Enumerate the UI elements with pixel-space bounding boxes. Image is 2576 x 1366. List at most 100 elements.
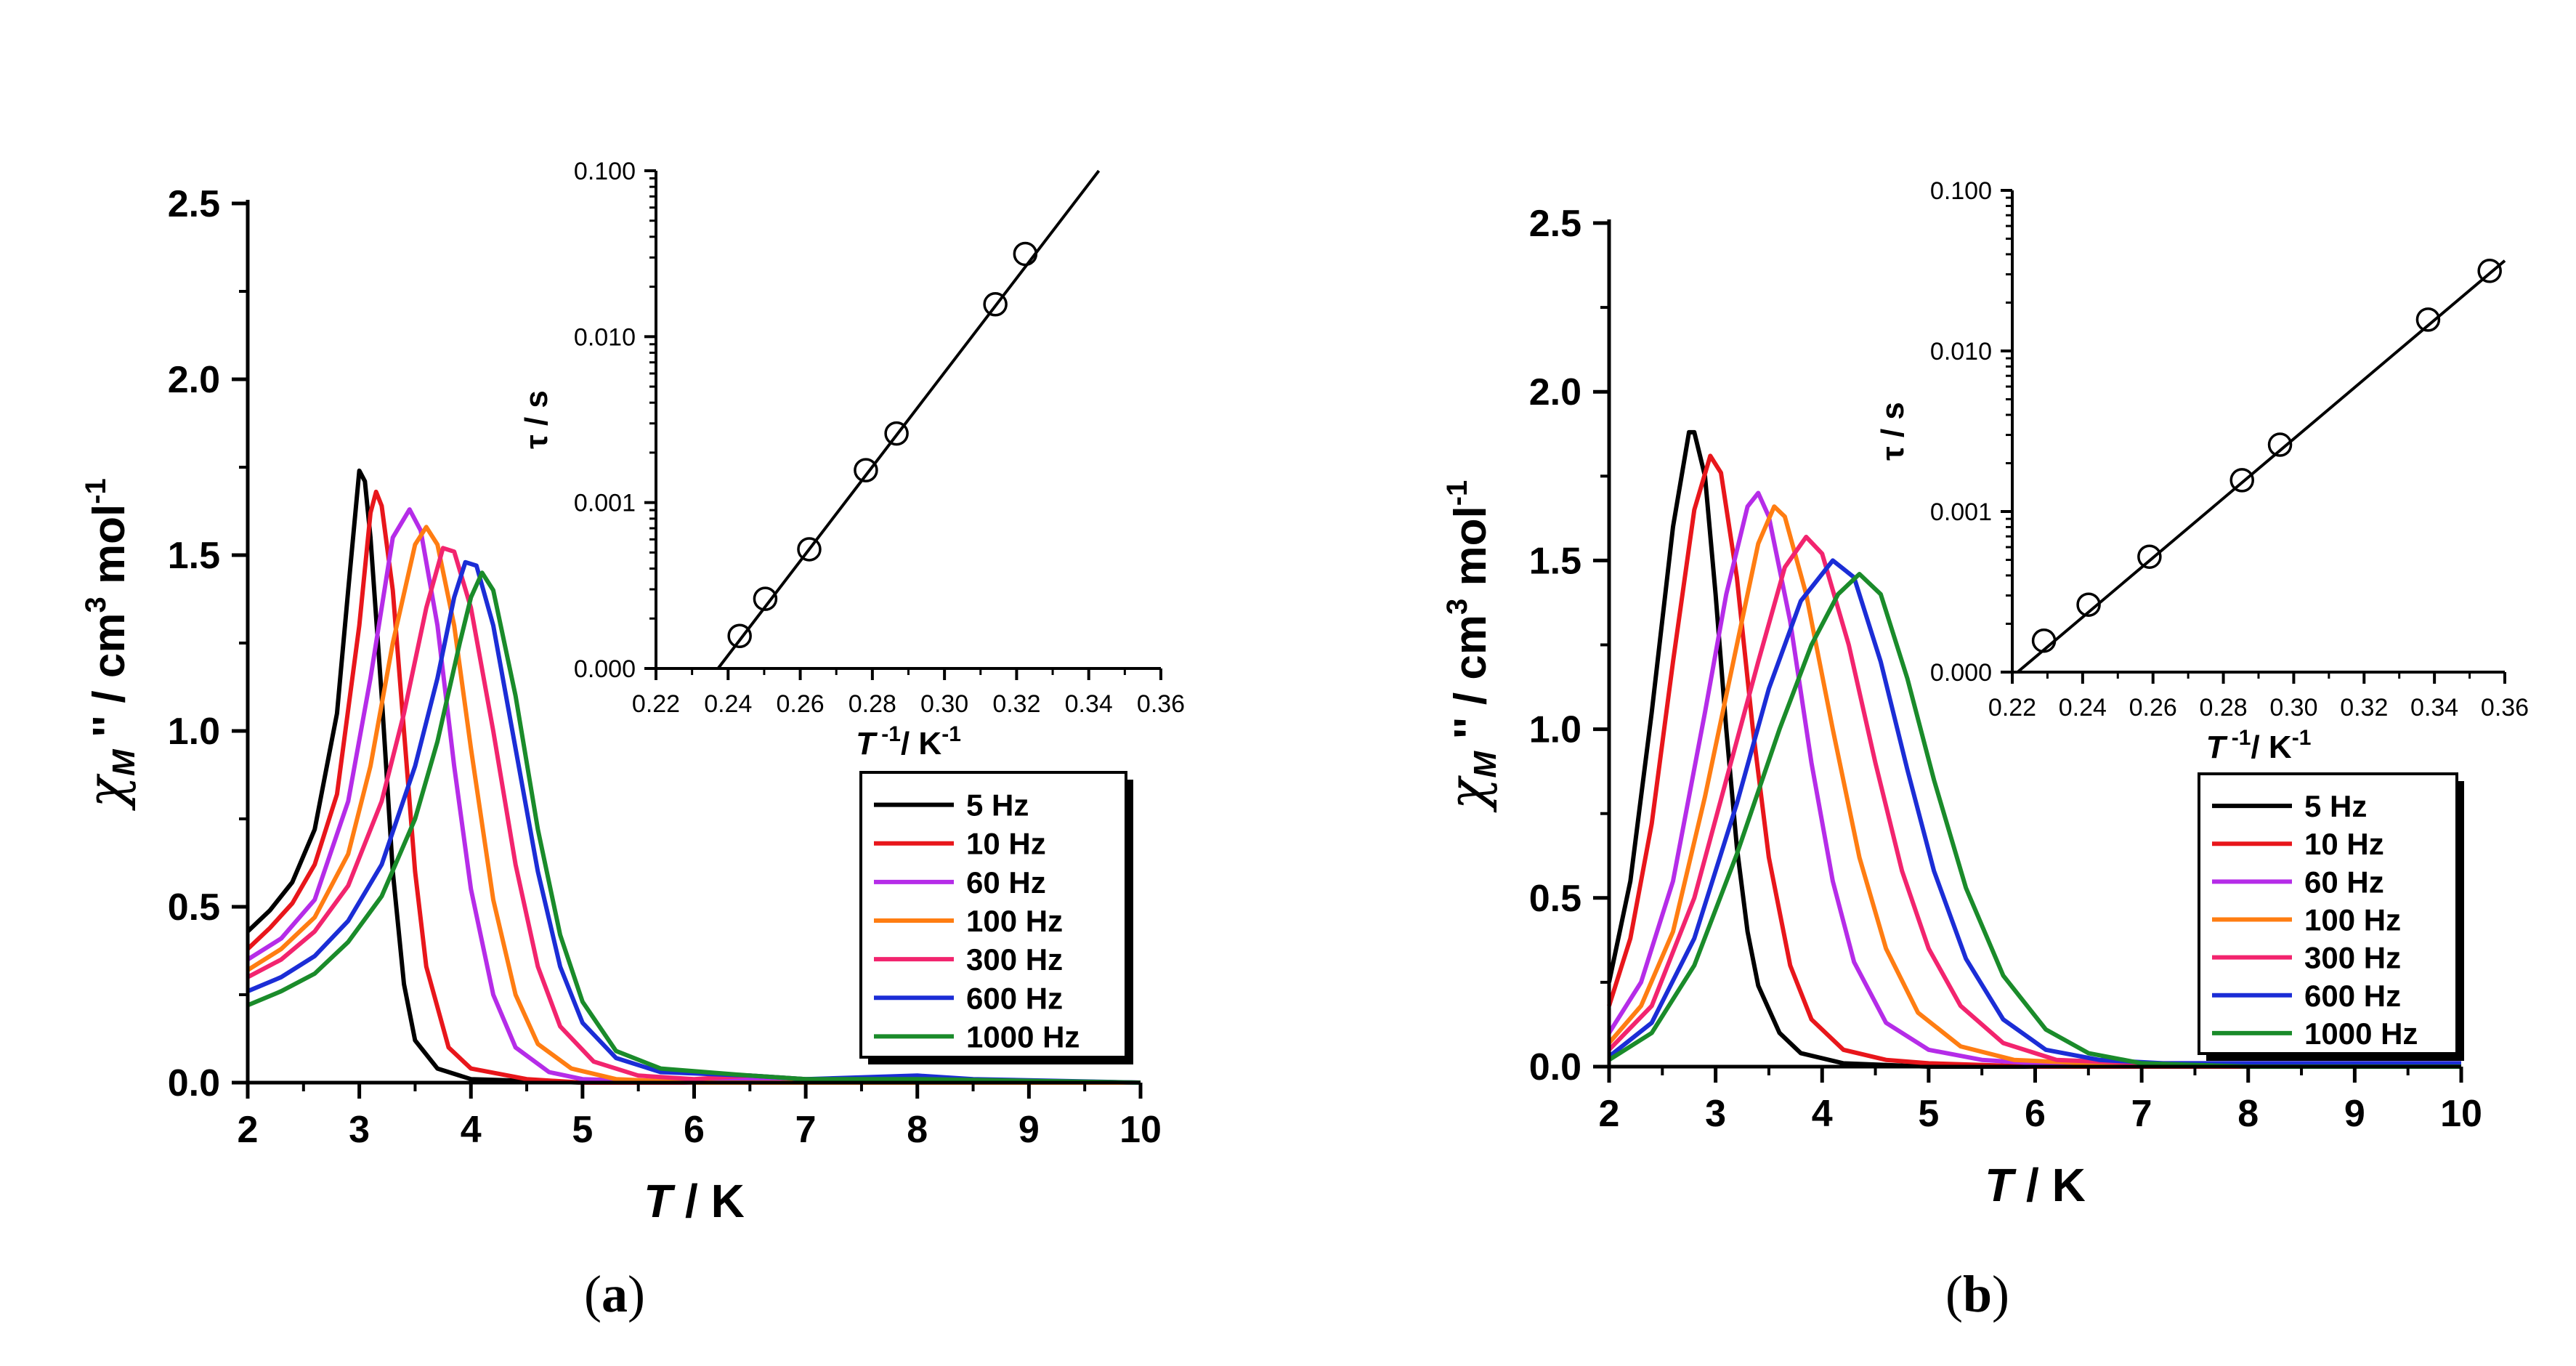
y-axis-label: χM '' / cm3 mol-1: [76, 478, 142, 812]
x-tick-label: 2: [1599, 1093, 1620, 1135]
inset-y-tick-label: 0.001: [1930, 498, 1992, 526]
y-tick-label: 0.0: [168, 1062, 220, 1104]
x-tick-label: 4: [461, 1109, 482, 1151]
series-line-5-hz: [1607, 429, 2461, 1069]
x-axis-label: T / K: [1985, 1159, 2086, 1211]
series-line-1000-hz: [1608, 572, 2461, 1069]
y-tick-label: 0.5: [1529, 878, 1581, 920]
inset-x-tick-label: 0.36: [1137, 690, 1185, 718]
x-tick-label: 7: [2131, 1093, 2152, 1135]
inset-y-axis-label: τ / s: [1875, 402, 1911, 461]
inset-y-tick-label: 0.100: [574, 158, 636, 185]
inset-data-point: [854, 458, 878, 482]
main-chart: 2 3 4 5 6 7 8 9 10 0.0 0.5 1.0 1.5 2.0 2.5 T / K χM '' /…: [76, 183, 1162, 1227]
x-tick-label: 2: [238, 1109, 259, 1151]
x-tick-label: 9: [2344, 1093, 2365, 1135]
main-chart: 2 3 4 5 6 7 8 9 10 0.0 0.5 1.0 1.5 2.0 2.5 T / K χM '' /…: [1437, 203, 2482, 1211]
series-line-600-hz: [1608, 558, 2461, 1066]
y-tick-label: 1.0: [1529, 709, 1581, 751]
inset-y-tick-label: 0.100: [1930, 177, 1992, 205]
legend-label: 600 Hz: [2304, 979, 2401, 1013]
x-tick-label: 9: [1018, 1109, 1040, 1151]
inset-y-tick-label: 0.010: [574, 323, 636, 351]
legend-label: 10 Hz: [966, 827, 1046, 861]
x-tick-label: 10: [2440, 1093, 2482, 1135]
inset-x-tick-label: 0.26: [2129, 694, 2177, 722]
inset-data-point: [2031, 628, 2057, 653]
inset-chart: 0.22 0.24 0.26 0.28 0.30 0.32 0.34 0.36 0.000 0.0…: [519, 158, 1185, 761]
x-tick-label: 7: [795, 1109, 817, 1151]
legend: 5 Hz 10 Hz 60 Hz 100 Hz 300 Hz 600 Hz 1000 Hz: [859, 771, 1133, 1064]
series-line-10-hz: [1607, 453, 2461, 1069]
legend-box: [859, 771, 1127, 1059]
inset-y-tick-label: 0.001: [574, 490, 636, 517]
x-tick-label: 8: [907, 1109, 928, 1151]
legend-label: 1000 Hz: [966, 1019, 1080, 1054]
inset-y-axis-label: τ / s: [519, 390, 554, 449]
y-tick-label: 2.0: [168, 359, 220, 401]
legend-label: 1000 Hz: [2304, 1017, 2418, 1051]
inset-x-axis-label: T -1/ K-1: [2206, 726, 2312, 765]
inset-x-tick-label: 0.30: [2269, 694, 2317, 722]
legend-label: 5 Hz: [2304, 789, 2367, 823]
inset-x-tick-label: 0.30: [920, 690, 968, 718]
inset-x-tick-label: 0.22: [1988, 694, 2036, 722]
inset-x-tick-label: 0.22: [632, 690, 680, 718]
legend-label: 100 Hz: [2304, 903, 2401, 937]
inset-x-tick-label: 0.34: [1065, 690, 1113, 718]
inset-data-point: [1013, 241, 1038, 267]
series-line-100-hz: [246, 525, 1141, 1085]
series-line-300-hz: [1607, 534, 2461, 1066]
inset-data-point: [884, 421, 909, 446]
y-tick-label: 0.0: [1529, 1046, 1581, 1088]
inset-fit-line: [2016, 259, 2506, 674]
inset-data-point: [983, 292, 1008, 317]
inset-y-tick-label: 0.000: [1930, 659, 1992, 687]
y-tick-label: 1.5: [1529, 540, 1581, 582]
inset-x-tick-label: 0.24: [704, 690, 752, 718]
inset-data-point: [2076, 592, 2101, 617]
x-tick-label: 5: [572, 1109, 593, 1151]
series-line-1000-hz: [246, 570, 1141, 1085]
series-line-60-hz: [1607, 490, 2462, 1069]
inset-y-tick-label: 0.000: [574, 655, 636, 683]
x-tick-label: 5: [1918, 1093, 1939, 1135]
y-tick-label: 2.5: [168, 183, 220, 225]
y-tick-label: 0.5: [168, 886, 220, 929]
y-tick-label: 2.5: [1529, 203, 1581, 245]
inset-data-point: [2477, 259, 2502, 283]
inset-data-point: [2137, 544, 2162, 569]
inset-x-tick-label: 0.28: [848, 690, 896, 718]
x-tick-label: 4: [1812, 1093, 1833, 1135]
panel-a: 2 3 4 5 6 7 8 9 10 0.0 0.5 1.0 1.5 2.0 2.5 T / K χM '' /…: [76, 158, 1185, 1227]
inset-data-point: [797, 537, 822, 562]
inset-x-tick-label: 0.32: [992, 690, 1040, 718]
panel-caption-b: (b): [1945, 1265, 2009, 1323]
legend-label: 600 Hz: [966, 981, 1063, 1015]
x-tick-label: 3: [1705, 1093, 1726, 1135]
y-tick-label: 1.0: [168, 711, 220, 753]
legend-box: [2198, 772, 2458, 1055]
x-tick-label: 6: [684, 1109, 705, 1151]
legend: 5 Hz 10 Hz 60 Hz 100 Hz 300 Hz 600 Hz 1000 Hz: [2198, 772, 2464, 1061]
inset-x-tick-label: 0.32: [2340, 694, 2388, 722]
legend-label: 60 Hz: [2304, 865, 2384, 899]
y-tick-label: 2.0: [1529, 371, 1581, 413]
inset-x-tick-label: 0.26: [776, 690, 824, 718]
x-axis-label: T / K: [644, 1175, 745, 1227]
inset-data-point: [2267, 432, 2293, 457]
inset-data-point: [2415, 307, 2441, 332]
inset-x-tick-label: 0.24: [2059, 694, 2107, 722]
inset-data-point: [727, 623, 752, 649]
x-tick-label: 6: [2025, 1093, 2046, 1135]
series-line-5-hz: [246, 468, 1141, 1085]
y-tick-label: 1.5: [168, 535, 220, 577]
inset-chart: 0.22 0.24 0.26 0.28 0.30 0.32 0.34 0.36 0.000 0.0…: [1875, 177, 2529, 765]
panel-caption-a: (a): [584, 1265, 645, 1323]
legend-label: 300 Hz: [2304, 941, 2401, 975]
legend-label: 60 Hz: [966, 865, 1046, 900]
inset-y-tick-label: 0.010: [1930, 338, 1992, 365]
inset-data-point: [2229, 468, 2254, 493]
y-axis-label: χM '' / cm3 mol-1: [1437, 480, 1503, 814]
